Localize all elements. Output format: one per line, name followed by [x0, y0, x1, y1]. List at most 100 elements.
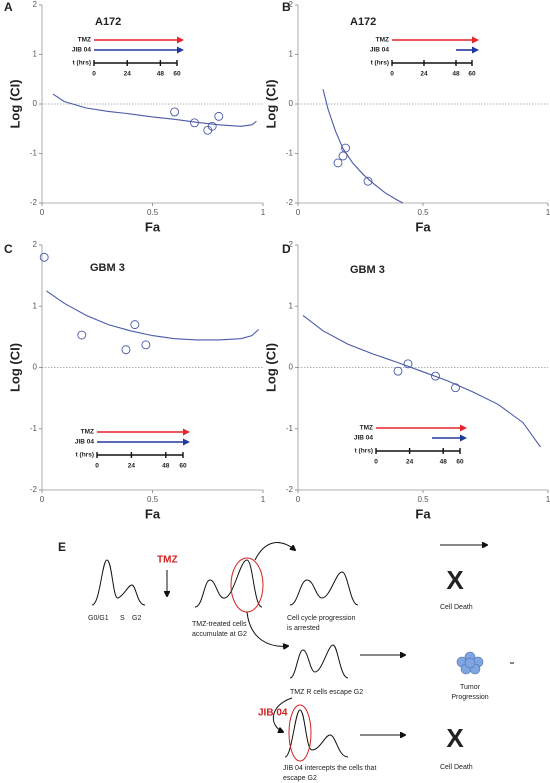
diagram — [91, 542, 514, 762]
arrow-head — [177, 46, 184, 54]
y-tick-label: -1 — [286, 149, 294, 158]
x-tick-label: 1 — [546, 208, 550, 217]
schedule-label: JIB 04 — [72, 47, 92, 54]
schedule-tick-label: 0 — [390, 71, 394, 78]
x-tick-label: 0.5 — [147, 208, 159, 217]
panel-label: C — [4, 242, 13, 256]
x-axis-label: Fa — [415, 506, 431, 521]
data-point — [130, 320, 140, 330]
schedule-tick-label: 0 — [95, 463, 99, 470]
arrow — [272, 697, 293, 732]
tumor-icon — [456, 651, 484, 675]
histogram — [289, 644, 349, 679]
schedule-tick-label: 0 — [92, 71, 96, 78]
x-mark: X — [446, 723, 464, 753]
schedule-tick-label: 48 — [452, 71, 460, 78]
chart-title: GBM 3 — [350, 264, 385, 276]
x-tick-label: 1 — [261, 208, 266, 217]
panel-label: A — [4, 0, 13, 14]
arrow-head — [183, 438, 190, 446]
y-tick-label: 1 — [289, 301, 294, 310]
panel-label: D — [282, 242, 291, 256]
phase: G0/G1 — [88, 615, 109, 622]
schedule-axis-label: t (hrs) — [76, 452, 94, 459]
y-tick-label: 0 — [289, 99, 294, 108]
panel-label: E — [58, 540, 66, 554]
caption: is arrested — [287, 625, 320, 632]
y-axis-label: Log (CI) — [263, 343, 278, 392]
schedule-label: TMZ — [78, 37, 91, 44]
schedule-axis-label: t (hrs) — [355, 448, 373, 455]
y-tick-label: -2 — [286, 485, 294, 494]
data-point — [121, 345, 131, 355]
data-point — [207, 121, 217, 131]
x-tick-label: 1 — [546, 495, 550, 504]
histogram — [284, 709, 349, 758]
data-point — [341, 143, 350, 153]
schedule-label: TMZ — [376, 37, 389, 44]
x-mark: X — [446, 565, 464, 595]
data-point — [338, 151, 348, 161]
caption: accumulate at G2 — [192, 631, 247, 638]
schedule-tick-label: 48 — [157, 71, 165, 78]
schedule-tick-label: 48 — [162, 463, 170, 470]
phase: S — [120, 615, 125, 622]
schedule-tick-label: 48 — [440, 459, 448, 466]
y-tick-label: 2 — [33, 0, 38, 9]
diagram-labels: E TMZ G0/G1 S G2 TMZ-treated cells accum… — [58, 540, 489, 782]
schedule-label: TMZ — [81, 429, 94, 436]
schedule-tick-label: 24 — [124, 71, 132, 78]
schedule-label: JIB 04 — [370, 47, 390, 54]
x-tick-label: 0 — [40, 208, 45, 217]
x-tick-label: 0.5 — [417, 495, 429, 504]
arrow-head — [177, 36, 184, 44]
data-point — [333, 158, 343, 168]
data-point — [431, 371, 440, 381]
highlight — [288, 704, 312, 762]
caption: TMZ R cells escape G2 — [290, 689, 363, 696]
fit-curve — [46, 290, 259, 341]
data-point — [141, 340, 151, 350]
caption: Tumor — [460, 684, 481, 691]
data-point — [77, 330, 87, 340]
y-tick-label: 2 — [289, 0, 294, 9]
caption: Cell Death — [440, 764, 473, 771]
data-point — [170, 107, 180, 117]
phase: G2 — [132, 615, 141, 622]
panel-label: B — [282, 0, 291, 14]
y-tick-label: 0 — [289, 363, 294, 372]
arrow-head — [472, 46, 479, 54]
histogram — [289, 571, 359, 606]
schedule-tick-label: 24 — [420, 71, 428, 78]
y-tick-label: 1 — [289, 50, 294, 59]
x-tick-label: 0 — [296, 208, 301, 217]
caption: escape G2 — [283, 775, 317, 782]
arrow — [254, 542, 295, 561]
schedule-axis-label: t (hrs) — [73, 60, 91, 67]
data-point — [393, 366, 403, 376]
y-tick-label: 1 — [33, 50, 38, 59]
y-axis-label: Log (CI) — [7, 79, 22, 128]
schedule-tick-label: 24 — [406, 459, 414, 466]
y-tick-label: 0 — [33, 363, 38, 372]
fit-curve — [302, 314, 541, 448]
caption: JIB 04 intercepts the cells that — [283, 765, 376, 772]
x-tick-label: 0.5 — [147, 495, 159, 504]
y-tick-label: 2 — [33, 240, 38, 249]
data-point — [190, 118, 199, 128]
chart-title: GBM 3 — [90, 262, 125, 274]
caption: Cell cycle progression — [287, 615, 356, 622]
y-tick-label: 0 — [33, 99, 38, 108]
treatment: JIB 04 — [258, 708, 288, 719]
schedule-tick-label: 24 — [128, 463, 136, 470]
x-tick-label: 1 — [261, 495, 266, 504]
caption: Cell Death — [440, 604, 473, 611]
arrow — [246, 611, 288, 646]
x-axis-label: Fa — [415, 219, 431, 234]
schedule-label: TMZ — [360, 425, 373, 432]
y-tick-label: -2 — [30, 485, 38, 494]
y-tick-label: 1 — [33, 301, 38, 310]
histogram — [91, 559, 146, 606]
y-axis-label: Log (CI) — [7, 343, 22, 392]
